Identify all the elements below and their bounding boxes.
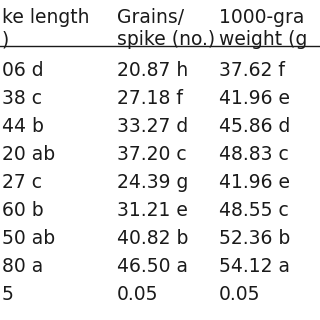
Text: ke length: ke length	[2, 8, 89, 27]
Text: 48.83 c: 48.83 c	[219, 145, 289, 164]
Text: 5: 5	[2, 285, 13, 304]
Text: 48.55 c: 48.55 c	[219, 201, 289, 220]
Text: 24.39 g: 24.39 g	[117, 173, 188, 192]
Text: weight (g: weight (g	[219, 30, 308, 49]
Text: 0.05: 0.05	[219, 285, 261, 304]
Text: 44 b: 44 b	[2, 117, 44, 136]
Text: 46.50 a: 46.50 a	[117, 257, 188, 276]
Text: 06 d: 06 d	[2, 61, 43, 80]
Text: Grains/: Grains/	[117, 8, 184, 27]
Text: 37.20 c: 37.20 c	[117, 145, 187, 164]
Text: 0.05: 0.05	[117, 285, 158, 304]
Text: 20 ab: 20 ab	[2, 145, 55, 164]
Text: 20.87 h: 20.87 h	[117, 61, 188, 80]
Text: 41.96 e: 41.96 e	[219, 89, 290, 108]
Text: 45.86 d: 45.86 d	[219, 117, 291, 136]
Text: 1000-gra: 1000-gra	[219, 8, 305, 27]
Text: 50 ab: 50 ab	[2, 229, 55, 248]
Text: 27.18 f: 27.18 f	[117, 89, 183, 108]
Text: 52.36 b: 52.36 b	[219, 229, 291, 248]
Text: ): )	[2, 30, 9, 49]
Text: 41.96 e: 41.96 e	[219, 173, 290, 192]
Text: 80 a: 80 a	[2, 257, 43, 276]
Text: 31.21 e: 31.21 e	[117, 201, 188, 220]
Text: 37.62 f: 37.62 f	[219, 61, 285, 80]
Text: 33.27 d: 33.27 d	[117, 117, 188, 136]
Text: 27 c: 27 c	[2, 173, 42, 192]
Text: 60 b: 60 b	[2, 201, 43, 220]
Text: spike (no.): spike (no.)	[117, 30, 215, 49]
Text: 38 c: 38 c	[2, 89, 42, 108]
Text: 54.12 a: 54.12 a	[219, 257, 290, 276]
Text: 40.82 b: 40.82 b	[117, 229, 188, 248]
